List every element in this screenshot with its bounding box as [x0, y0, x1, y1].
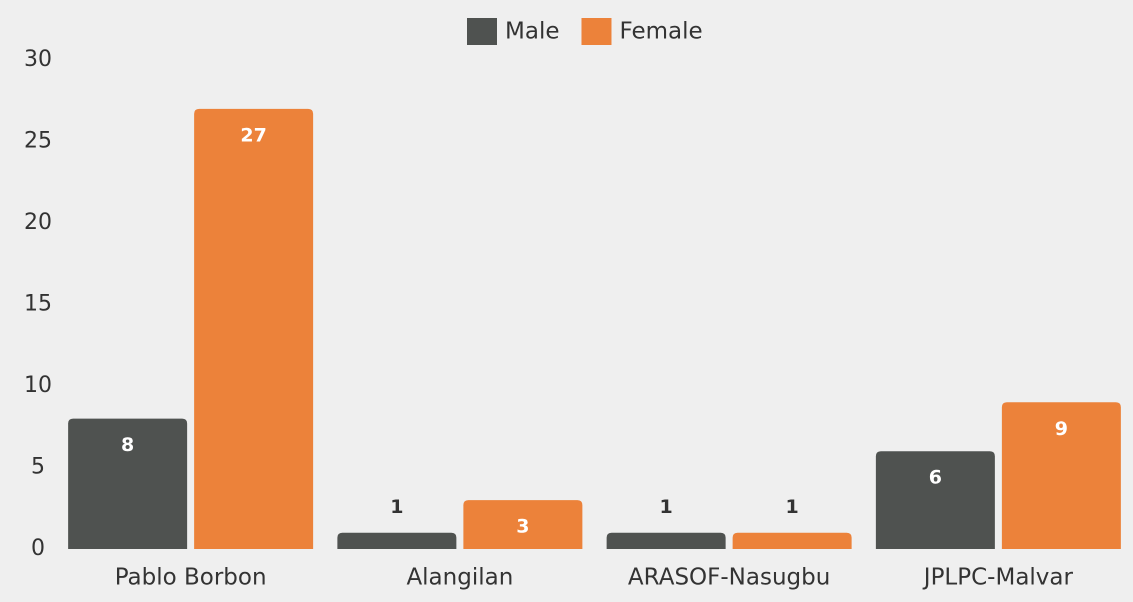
- value-label: 8: [121, 434, 134, 456]
- bar: [463, 500, 583, 549]
- y-tick-label: 10: [24, 373, 52, 398]
- bar: [732, 532, 852, 549]
- x-tick-label: JPLPC-Malvar: [922, 565, 1074, 591]
- legend-label: Male: [505, 19, 559, 45]
- legend-swatch: [581, 18, 612, 45]
- y-tick-label: 0: [31, 536, 45, 561]
- y-tick-label: 25: [24, 129, 52, 154]
- value-label: 9: [1055, 418, 1068, 440]
- bar: [875, 451, 995, 549]
- bar: [68, 418, 188, 549]
- value-label: 6: [929, 467, 942, 489]
- bar: [1001, 402, 1121, 549]
- bar: [606, 532, 726, 549]
- y-tick-label: 20: [24, 210, 52, 235]
- value-label: 3: [516, 516, 529, 538]
- value-label: 27: [240, 124, 266, 146]
- y-tick-label: 30: [24, 47, 52, 72]
- value-label: 1: [660, 496, 673, 518]
- bar: [194, 108, 314, 550]
- x-tick-label: Pablo Borbon: [115, 565, 267, 591]
- y-tick-label: 15: [24, 292, 52, 317]
- value-label: 1: [390, 496, 403, 518]
- x-tick-label: ARASOF-Nasugbu: [628, 565, 830, 591]
- x-tick-label: Alangilan: [406, 565, 513, 591]
- bar: [337, 532, 457, 549]
- legend-label: Female: [619, 19, 702, 45]
- legend-swatch: [467, 18, 497, 45]
- y-tick-label: 5: [31, 455, 45, 480]
- value-label: 1: [786, 496, 799, 518]
